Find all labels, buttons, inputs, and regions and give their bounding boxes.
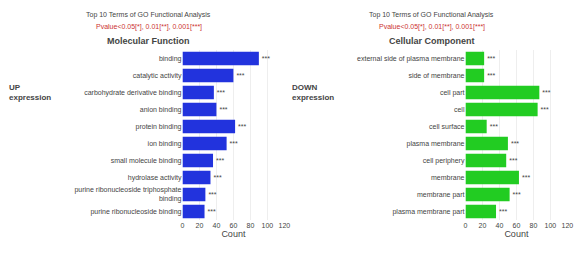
svg-text:***: *** (208, 191, 216, 198)
svg-text:external side of plasma membra: external side of plasma membrane (357, 55, 464, 63)
svg-text:60: 60 (230, 222, 238, 229)
svg-text:cell periphery: cell periphery (423, 157, 465, 165)
svg-text:Count: Count (504, 229, 529, 239)
svg-text:cell part: cell part (440, 89, 465, 97)
svg-text:Top 10 Terms of GO Functional: Top 10 Terms of GO Functional Analysis (369, 11, 494, 19)
svg-text:***: *** (262, 55, 270, 62)
svg-text:80: 80 (529, 222, 537, 229)
svg-text:***: *** (236, 72, 244, 79)
svg-text:anion binding: anion binding (140, 106, 182, 114)
svg-text:***: *** (219, 106, 227, 113)
svg-text:UPexpression: UPexpression (9, 83, 51, 102)
svg-text:DOWNexpression: DOWNexpression (292, 83, 334, 102)
svg-text:***: *** (487, 72, 495, 79)
svg-text:binding: binding (159, 55, 182, 63)
svg-text:***: *** (208, 208, 216, 215)
svg-text:membrane part: membrane part (417, 191, 465, 199)
svg-text:ion binding: ion binding (148, 140, 182, 148)
svg-text:hydrolase activity: hydrolase activity (128, 174, 182, 182)
svg-text:purine ribonucleoside triphosp: purine ribonucleoside triphosphatebindin… (74, 186, 181, 203)
svg-text:Pvalue<0.05[*], 0.01[**], 0.00: Pvalue<0.05[*], 0.01[**], 0.001[***] (379, 23, 485, 31)
svg-text:***: *** (522, 174, 530, 181)
svg-text:***: *** (487, 55, 495, 62)
svg-text:***: *** (499, 208, 507, 215)
svg-text:Molecular Function: Molecular Function (107, 36, 190, 46)
svg-text:***: *** (509, 157, 517, 164)
svg-text:***: *** (213, 174, 221, 181)
svg-text:catalytic activity: catalytic activity (133, 72, 182, 80)
svg-text:plasma membrane part: plasma membrane part (392, 208, 464, 216)
svg-text:40: 40 (213, 222, 221, 229)
svg-text:0: 0 (181, 222, 185, 229)
svg-text:20: 20 (479, 222, 487, 229)
svg-text:Cellular Component: Cellular Component (389, 36, 475, 46)
svg-text:120: 120 (561, 222, 573, 229)
svg-text:plasma membrane: plasma membrane (406, 140, 464, 148)
svg-text:40: 40 (496, 222, 504, 229)
svg-text:protein binding: protein binding (136, 123, 182, 131)
svg-text:***: *** (541, 106, 549, 113)
svg-text:***: *** (542, 89, 550, 96)
svg-text:***: *** (511, 140, 519, 147)
svg-text:60: 60 (513, 222, 521, 229)
svg-text:membrane: membrane (431, 174, 465, 181)
svg-text:80: 80 (246, 222, 254, 229)
svg-text:Count: Count (221, 229, 246, 239)
svg-text:Top 10 Terms of GO Functional: Top 10 Terms of GO Functional Analysis (86, 11, 211, 19)
svg-text:0: 0 (464, 222, 468, 229)
svg-text:100: 100 (545, 222, 557, 229)
svg-text:side of membrane: side of membrane (408, 72, 464, 79)
svg-text:cell: cell (454, 106, 465, 113)
svg-text:100: 100 (262, 222, 274, 229)
svg-text:cell surface: cell surface (429, 123, 465, 130)
svg-text:purine ribonucleoside binding: purine ribonucleoside binding (90, 208, 181, 216)
svg-text:***: *** (230, 140, 238, 147)
svg-text:***: *** (513, 191, 521, 198)
svg-text:***: *** (217, 89, 225, 96)
svg-text:small molecule binding: small molecule binding (111, 157, 182, 165)
svg-text:***: *** (216, 157, 224, 164)
svg-text:120: 120 (278, 222, 290, 229)
svg-text:***: *** (238, 123, 246, 130)
svg-text:***: *** (490, 123, 498, 130)
svg-text:20: 20 (196, 222, 204, 229)
svg-text:carbohydrate derivative bindin: carbohydrate derivative binding (84, 89, 181, 97)
svg-text:Pvalue<0.05[*], 0.01[**], 0.00: Pvalue<0.05[*], 0.01[**], 0.001[***] (96, 23, 202, 31)
